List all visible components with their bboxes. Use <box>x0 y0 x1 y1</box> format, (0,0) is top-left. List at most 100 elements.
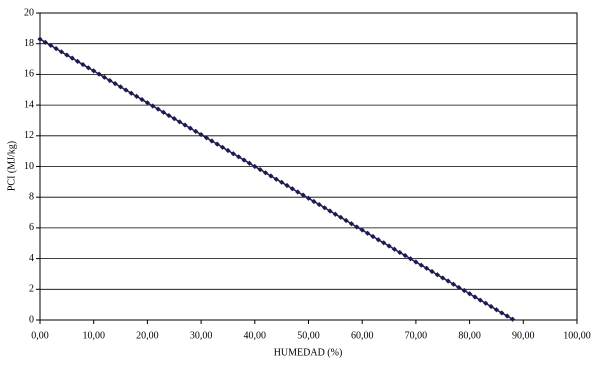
data-marker <box>193 128 199 134</box>
data-marker <box>64 52 70 58</box>
data-marker <box>53 46 59 52</box>
data-marker <box>445 278 451 284</box>
data-marker <box>434 272 440 278</box>
plot-frame <box>39 12 578 321</box>
data-marker <box>187 125 193 131</box>
data-marker <box>461 287 467 294</box>
data-marker <box>477 297 483 303</box>
data-marker <box>219 144 226 150</box>
x-tick-label: 100,00 <box>563 330 591 341</box>
data-marker <box>284 182 290 189</box>
x-tick-label: 0,00 <box>31 330 49 341</box>
y-tick-label: 6 <box>29 222 34 233</box>
data-marker <box>305 195 312 201</box>
data-marker <box>381 240 387 246</box>
data-marker <box>69 55 75 61</box>
data-marker <box>96 71 102 77</box>
data-marker <box>364 230 371 236</box>
x-axis-label: HUMEDAD (%) <box>274 347 343 358</box>
data-marker <box>257 166 263 173</box>
data-marker <box>413 259 419 265</box>
data-marker <box>209 138 215 144</box>
data-marker <box>74 58 81 64</box>
data-marker <box>236 154 242 160</box>
y-tick-label: 12 <box>24 130 34 141</box>
data-marker <box>134 93 140 99</box>
data-marker <box>499 310 505 316</box>
data-marker <box>37 36 43 42</box>
y-tick-label: 0 <box>29 314 34 325</box>
data-marker <box>327 208 333 214</box>
data-marker <box>268 173 274 179</box>
data-marker <box>58 49 65 55</box>
data-marker <box>230 151 236 157</box>
data-marker <box>332 211 338 217</box>
data-marker <box>450 281 457 287</box>
y-tick-label: 4 <box>29 253 34 264</box>
x-tick-label: 90,00 <box>512 330 535 341</box>
data-marker <box>504 313 510 319</box>
data-marker <box>246 160 253 166</box>
y-tick-label: 18 <box>24 38 34 49</box>
data-marker <box>177 119 183 125</box>
data-marker <box>402 252 408 259</box>
data-marker <box>488 303 494 310</box>
data-marker <box>456 284 462 291</box>
data-marker <box>493 307 500 313</box>
x-tick-label: 40,00 <box>244 330 267 341</box>
x-tick-label: 80,00 <box>458 330 481 341</box>
data-marker <box>144 100 150 106</box>
y-tick-label: 10 <box>24 161 34 172</box>
data-marker <box>101 74 108 80</box>
data-marker <box>214 141 220 147</box>
data-marker <box>289 186 295 192</box>
y-tick-label: 16 <box>24 69 34 80</box>
data-marker <box>80 61 86 68</box>
data-marker <box>225 147 231 154</box>
data-marker <box>139 96 145 103</box>
y-tick-label: 20 <box>24 7 34 18</box>
data-marker <box>338 214 344 220</box>
y-tick-label: 14 <box>24 99 34 110</box>
data-marker <box>48 42 54 48</box>
data-marker <box>42 39 48 45</box>
data-marker <box>155 106 161 112</box>
data-marker <box>467 291 473 297</box>
data-marker <box>391 246 398 252</box>
data-marker <box>91 68 97 74</box>
data-marker <box>316 201 322 208</box>
data-marker <box>483 300 489 306</box>
data-marker <box>150 103 156 109</box>
data-marker <box>85 65 91 71</box>
x-tick-label: 30,00 <box>190 330 213 341</box>
data-marker <box>397 249 403 256</box>
data-marker <box>407 256 414 262</box>
data-marker <box>370 233 376 240</box>
data-marker <box>386 243 392 249</box>
x-tick-label: 70,00 <box>405 330 428 341</box>
data-marker <box>166 112 172 119</box>
data-marker <box>203 135 210 141</box>
x-tick-label: 60,00 <box>351 330 374 341</box>
x-tick-label: 20,00 <box>136 330 159 341</box>
data-marker <box>123 87 129 93</box>
data-marker <box>112 81 118 87</box>
data-marker <box>171 116 177 122</box>
data-marker <box>198 131 204 138</box>
data-marker <box>107 77 113 84</box>
data-marker <box>418 262 424 268</box>
data-marker <box>472 294 478 300</box>
data-marker <box>300 192 306 198</box>
data-marker <box>429 268 435 275</box>
y-tick-label: 8 <box>29 191 34 202</box>
data-marker <box>117 84 124 90</box>
data-marker <box>160 109 167 115</box>
data-marker <box>273 176 279 182</box>
data-marker <box>354 224 360 230</box>
data-marker <box>295 189 301 195</box>
data-marker <box>128 90 134 96</box>
data-marker <box>348 221 355 227</box>
y-tick-label: 2 <box>29 284 34 295</box>
